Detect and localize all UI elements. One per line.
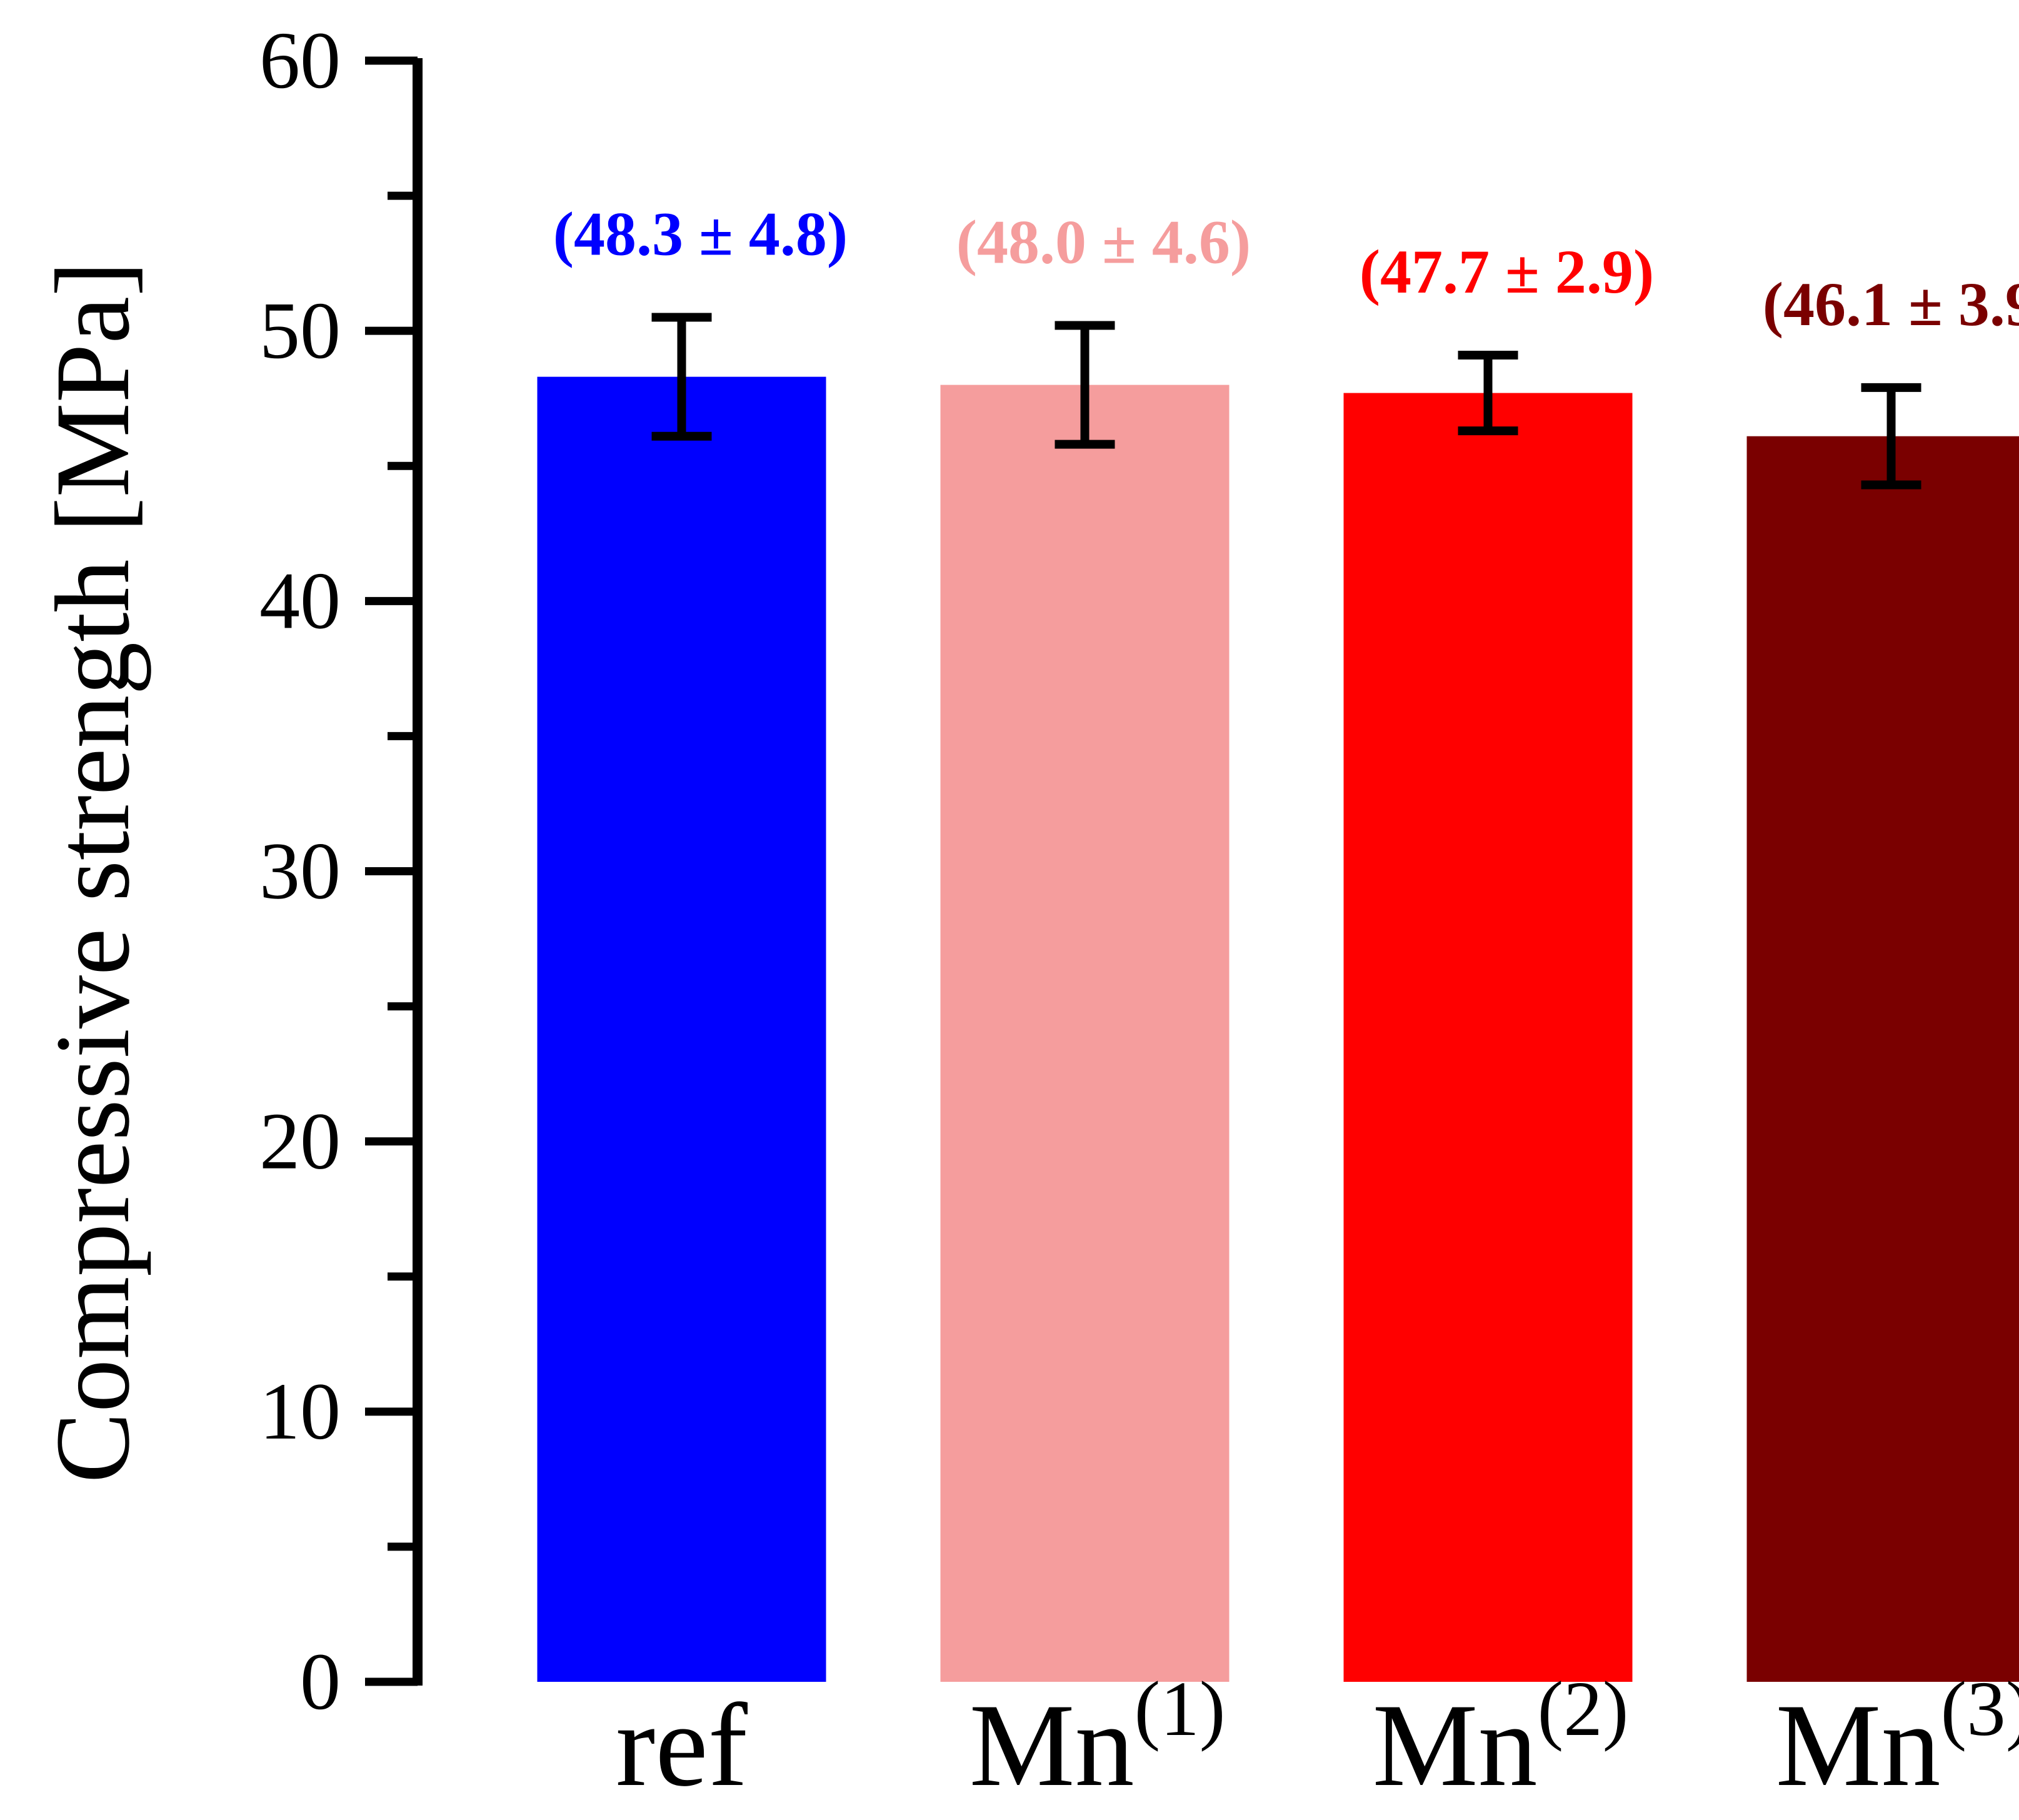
- value-labels: (48.3 ± 4.8) (48.0 ± 4.6) (47.7 ± 2.9) (46.…: [553, 199, 2019, 339]
- error-bar-1: [1055, 321, 1115, 449]
- category-superscript: (3): [1941, 1666, 2019, 1752]
- bar-0: [537, 376, 826, 1682]
- y-tick-label: 60: [259, 16, 341, 106]
- bar-3: [1746, 436, 2019, 1682]
- value-label-0: (48.3 ± 4.8): [553, 199, 848, 269]
- value-label-2: (47.7 ± 2.9): [1360, 237, 1654, 306]
- category-label-3: Mn(3): [1776, 1666, 2019, 1811]
- error-bar-0: [651, 313, 712, 441]
- y-tick-label: 10: [259, 1367, 341, 1457]
- value-label-1: (48.0 ± 4.6): [956, 208, 1251, 277]
- category-label-1: Mn(1): [969, 1666, 1226, 1811]
- category-superscript: (1): [1135, 1666, 1226, 1752]
- y-axis: 0 10 20 30 40 50 60: [259, 16, 423, 1727]
- y-tick-label: 20: [259, 1097, 341, 1187]
- category-label-0: ref: [616, 1680, 748, 1811]
- y-axis-title: Compressive strength [MPa]: [34, 261, 151, 1484]
- y-tick-label: 50: [259, 286, 341, 376]
- error-bar-2: [1458, 351, 1518, 436]
- category-base: Mn: [1373, 1680, 1538, 1811]
- value-label-3: (46.1 ± 3.9): [1763, 269, 2019, 339]
- error-bar-3: [1861, 383, 1921, 490]
- bar-2: [1343, 393, 1633, 1682]
- category-base: ref: [616, 1680, 748, 1811]
- y-tick-label: 40: [259, 556, 341, 646]
- y-tick-label: 30: [259, 827, 341, 917]
- y-tick-label: 0: [300, 1637, 341, 1727]
- category-base: Mn: [969, 1680, 1135, 1811]
- category-superscript: (2): [1538, 1666, 1629, 1752]
- bar-1: [940, 385, 1230, 1682]
- bars: [537, 313, 2019, 1682]
- category-label-2: Mn(2): [1373, 1666, 1629, 1811]
- category-base: Mn: [1776, 1680, 1941, 1811]
